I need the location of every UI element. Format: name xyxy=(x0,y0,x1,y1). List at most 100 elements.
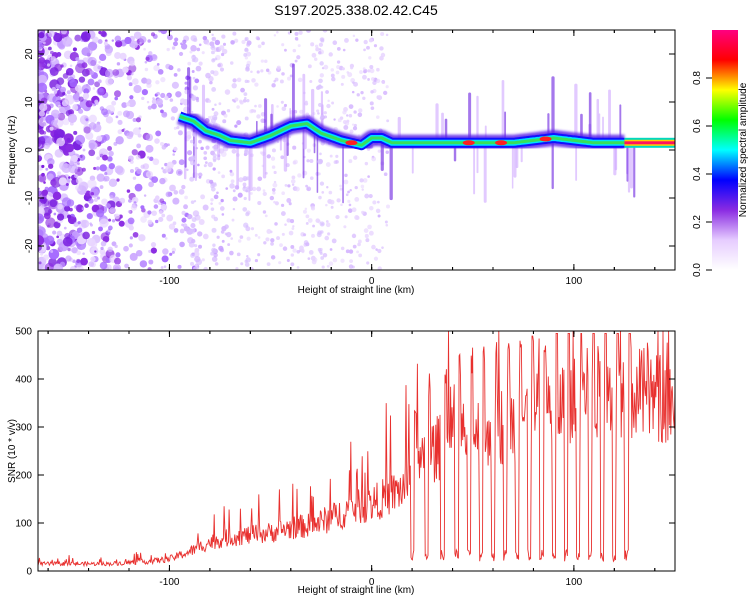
noise-blob xyxy=(286,218,291,223)
noise-blob xyxy=(367,175,370,178)
noise-blob xyxy=(375,208,381,214)
noise-blob xyxy=(161,255,169,263)
noise-blob xyxy=(377,248,382,254)
noise-blob xyxy=(197,231,203,237)
noise-blob xyxy=(276,65,281,70)
noise-blob xyxy=(147,39,151,43)
noise-blob xyxy=(301,250,305,254)
noise-blob xyxy=(177,264,182,269)
noise-blob xyxy=(97,39,103,44)
noise-blob xyxy=(130,204,137,211)
noise-column-dot xyxy=(245,63,250,68)
noise-blob xyxy=(169,184,176,192)
noise-blob xyxy=(121,102,128,108)
noise-blob xyxy=(293,159,298,165)
y-tick-label: 200 xyxy=(15,471,32,482)
noise-blob xyxy=(294,31,299,36)
noise-blob xyxy=(43,254,50,261)
noise-blob xyxy=(344,37,349,43)
noise-blob xyxy=(147,172,151,176)
noise-blob xyxy=(114,266,120,270)
noise-column-dot xyxy=(316,232,322,238)
noise-blob xyxy=(333,160,338,165)
noise-column-dot xyxy=(192,143,196,147)
noise-blob xyxy=(371,156,377,162)
noise-blob xyxy=(335,214,340,220)
noise-column-dot xyxy=(191,58,196,63)
noise-blob xyxy=(340,258,345,263)
noise-blob xyxy=(105,104,115,115)
noise-blob xyxy=(156,91,161,96)
noise-blob xyxy=(226,109,231,113)
noise-blob xyxy=(198,175,202,179)
noise-blob xyxy=(184,195,188,200)
noise-blob xyxy=(322,252,328,258)
snr-y-ticks: 0 100 200 300 400 500 xyxy=(15,327,675,578)
noise-blob xyxy=(145,133,153,142)
noise-blob xyxy=(351,233,357,239)
noise-blob xyxy=(56,213,65,221)
noise-blob xyxy=(89,70,95,76)
noise-blob xyxy=(235,267,239,270)
noise-blob xyxy=(311,233,315,238)
noise-blob xyxy=(370,106,375,110)
noise-blob xyxy=(115,115,119,119)
noise-blob xyxy=(116,62,121,66)
noise-blob xyxy=(287,184,291,188)
noise-blob xyxy=(74,34,82,42)
noise-blob xyxy=(229,250,234,256)
noise-blob xyxy=(230,40,235,45)
noise-blob xyxy=(296,266,300,269)
noise-blob xyxy=(129,95,134,100)
noise-blob xyxy=(177,130,183,136)
noise-blob xyxy=(70,155,78,163)
noise-blob xyxy=(147,156,150,159)
x-tick-label: 100 xyxy=(566,276,583,287)
noise-blob xyxy=(315,44,319,48)
noise-blob xyxy=(184,81,188,85)
noise-blob xyxy=(363,228,369,233)
figure-title: S197.2025.338.02.42.C45 xyxy=(274,2,438,18)
noise-blob xyxy=(136,168,142,175)
noise-blob xyxy=(80,219,90,228)
noise-blob xyxy=(132,176,137,180)
noise-blob xyxy=(377,214,381,218)
noise-blob xyxy=(217,63,222,68)
noise-blob xyxy=(379,46,384,51)
noise-column-dot xyxy=(318,78,323,84)
noise-column-dot xyxy=(212,153,217,158)
noise-blob xyxy=(81,62,88,69)
noise-column-dot xyxy=(243,196,247,201)
noise-blob xyxy=(171,250,175,254)
noise-blob xyxy=(246,255,249,258)
noise-blob xyxy=(349,259,353,264)
noise-blob xyxy=(240,262,244,266)
noise-blob xyxy=(38,261,42,265)
noise-blob xyxy=(385,85,389,89)
noise-blob xyxy=(132,231,139,238)
noise-blob xyxy=(281,43,285,47)
noise-blob xyxy=(202,204,209,211)
noise-blob xyxy=(38,213,45,224)
noise-blob xyxy=(362,74,367,80)
noise-blob xyxy=(114,35,122,43)
noise-blob xyxy=(173,73,178,77)
noise-blob xyxy=(319,73,324,78)
noise-column-dot xyxy=(246,98,250,103)
noise-blob xyxy=(52,191,62,201)
noise-blob xyxy=(321,265,325,269)
noise-blob xyxy=(225,187,229,190)
noise-blob xyxy=(87,78,95,86)
snr-frame xyxy=(37,330,676,572)
noise-blob xyxy=(231,148,237,154)
noise-blob xyxy=(154,138,160,144)
noise-blob xyxy=(329,199,335,205)
noise-blob xyxy=(288,230,294,236)
noise-blob xyxy=(280,203,285,207)
noise-column-dot xyxy=(319,251,323,255)
noise-blob xyxy=(66,90,71,95)
noise-blob xyxy=(155,80,160,85)
noise-blob xyxy=(340,203,343,207)
noise-blob xyxy=(102,154,108,161)
noise-blob xyxy=(82,46,93,57)
